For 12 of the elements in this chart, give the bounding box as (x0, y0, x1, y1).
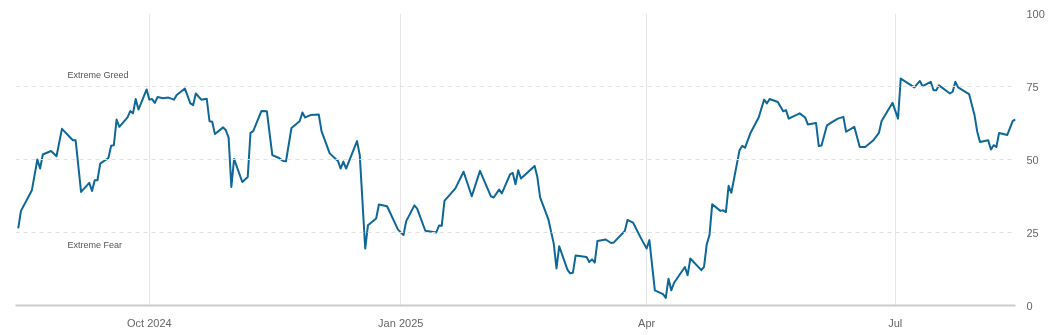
x-tick-label: Jan 2025 (378, 316, 424, 329)
ref-line-label: Extreme Greed (67, 69, 129, 80)
line-series (17, 77, 1016, 299)
y-tick-label: 75 (1026, 80, 1039, 93)
x-tick-label: Apr (638, 316, 656, 329)
y-tick-label: 50 (1026, 153, 1039, 166)
y-tick-label: 25 (1026, 226, 1039, 239)
x-tick-label: Oct 2024 (127, 316, 172, 329)
y-tick-label: 0 (1026, 299, 1033, 312)
x-tick-label: Jul (888, 316, 903, 329)
ref-line-label: Extreme Fear (67, 239, 123, 250)
y-tick-label: 100 (1026, 7, 1045, 20)
